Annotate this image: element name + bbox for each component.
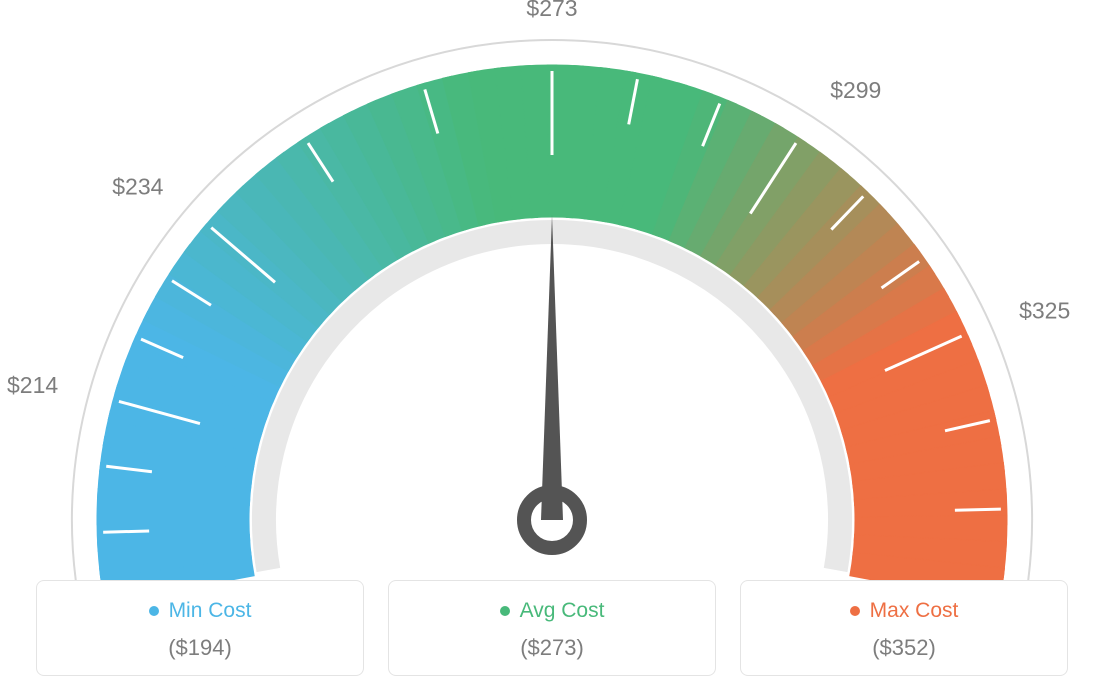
gauge-svg: $194$214$234$273$299$325$352 — [0, 0, 1104, 580]
gauge-minor-tick — [103, 531, 149, 532]
legend-row: Min Cost ($194) Avg Cost ($273) Max Cost ($35… — [0, 580, 1104, 696]
legend-title: Max Cost — [850, 599, 959, 623]
gauge-minor-tick — [955, 509, 1001, 510]
legend-card: Avg Cost ($273) — [388, 580, 716, 676]
legend-dot — [850, 606, 860, 616]
legend-card: Min Cost ($194) — [36, 580, 364, 676]
legend-value: ($273) — [397, 635, 707, 661]
legend-dot — [149, 606, 159, 616]
legend-dot — [500, 606, 510, 616]
gauge-area: $194$214$234$273$299$325$352 — [0, 0, 1104, 580]
legend-value: ($194) — [45, 635, 355, 661]
gauge-chart-container: $194$214$234$273$299$325$352 Min Cost($1… — [0, 0, 1104, 696]
gauge-tick-label: $325 — [1019, 297, 1070, 323]
gauge-tick-label: $273 — [526, 0, 577, 21]
legend-card: Max Cost ($352) — [740, 580, 1068, 676]
gauge-needle — [541, 215, 563, 520]
legend-title: Avg Cost — [500, 599, 605, 623]
legend-title: Min Cost — [149, 599, 252, 623]
legend-label-text: Avg Cost — [520, 599, 605, 623]
gauge-tick-label: $299 — [830, 77, 881, 103]
legend-value: ($352) — [749, 635, 1059, 661]
gauge-tick-label: $234 — [112, 174, 163, 200]
legend-label-text: Min Cost — [169, 599, 252, 623]
gauge-tick-label: $214 — [7, 372, 58, 398]
legend-label-text: Max Cost — [870, 599, 959, 623]
